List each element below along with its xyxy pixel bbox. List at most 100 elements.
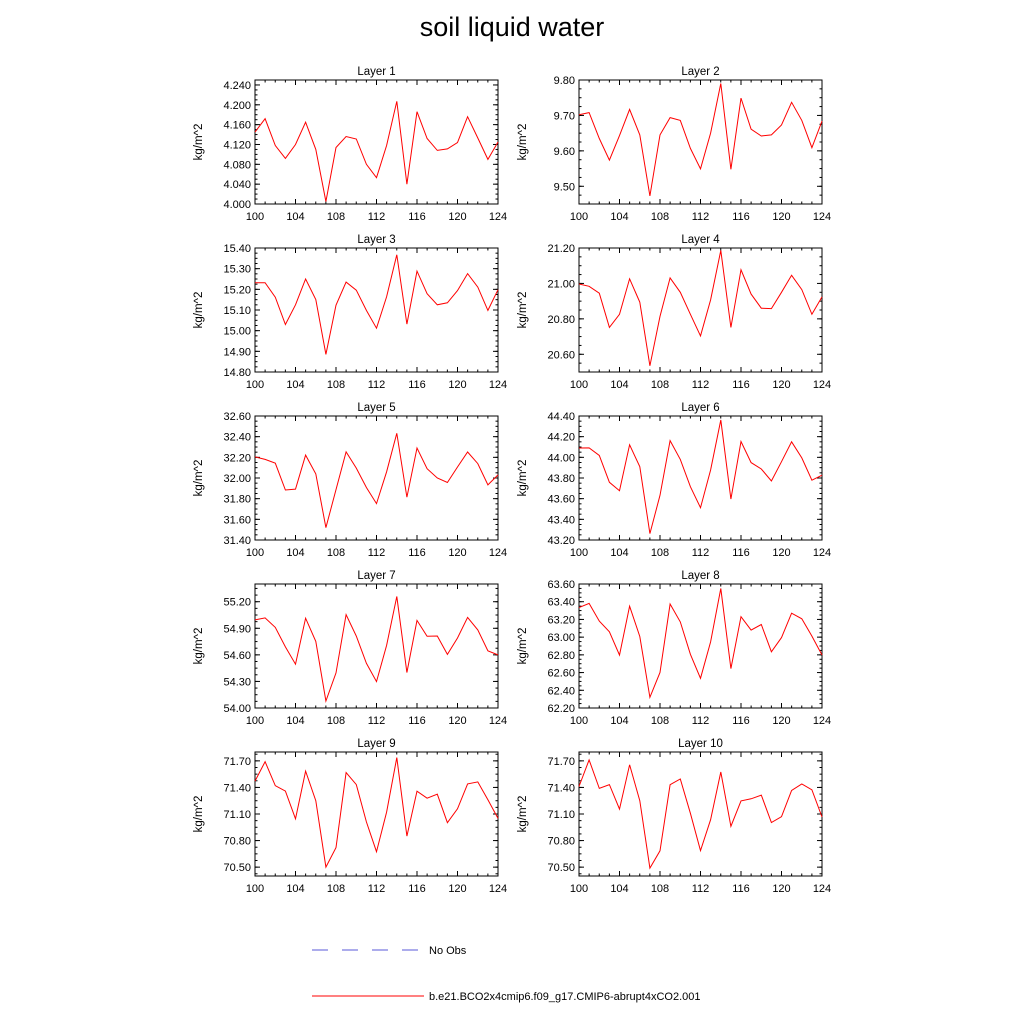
plot-frame (578, 79, 823, 205)
y-tick-label: 54.00 (223, 703, 251, 715)
x-tick-label: 104 (286, 379, 304, 391)
panel-layer-1: 100 104 108 112 116 120 124 4.000 4.040 4.080 4.12… (193, 66, 507, 223)
series-line (254, 596, 499, 703)
y-axis-label: kg/m^2 (193, 292, 205, 329)
y-tick-label: 14.90 (223, 346, 251, 358)
x-tick-label: 104 (610, 547, 628, 559)
x-tick-label: 104 (286, 211, 304, 223)
y-tick-label: 32.00 (223, 473, 251, 485)
y-axis-label: kg/m^2 (193, 460, 205, 497)
x-tick-label: 108 (327, 379, 345, 391)
y-tick-label: 21.20 (547, 243, 575, 255)
y-axis-label: kg/m^2 (193, 628, 205, 665)
x-tick-label: 116 (732, 379, 750, 391)
x-tick-label: 124 (813, 379, 831, 391)
series-line (254, 757, 499, 869)
x-tick-label: 104 (286, 715, 304, 727)
x-tick-label: 100 (570, 883, 588, 895)
y-tick-label: 71.70 (223, 756, 251, 768)
y-tick-label: 9.70 (554, 110, 575, 122)
y-tick-label: 15.10 (223, 305, 251, 317)
y-tick-label: 62.80 (547, 650, 575, 662)
x-tick-label: 124 (489, 547, 507, 559)
x-tick-label: 124 (813, 715, 831, 727)
x-tick-label: 100 (246, 715, 264, 727)
y-tick-label: 55.20 (223, 597, 251, 609)
x-tick-label: 112 (368, 379, 386, 391)
y-tick-label: 70.80 (547, 836, 575, 848)
x-tick-label: 104 (610, 715, 628, 727)
y-tick-label: 31.40 (223, 535, 251, 547)
y-tick-label: 32.40 (223, 432, 251, 444)
panel-title: Layer 4 (681, 234, 720, 246)
y-tick-label: 4.080 (223, 159, 251, 171)
panel-layer-4: 100 104 108 112 116 120 124 20.60 20.80 21.00 21.2… (517, 234, 831, 391)
y-tick-label: 44.00 (547, 452, 575, 464)
y-tick-label: 9.50 (554, 181, 575, 193)
y-tick-label: 4.240 (223, 80, 251, 92)
y-tick-label: 63.60 (547, 579, 575, 591)
y-axis-label: kg/m^2 (517, 292, 529, 329)
x-tick-label: 100 (246, 547, 264, 559)
x-tick-label: 108 (651, 715, 669, 727)
plot-frame (254, 415, 499, 541)
y-tick-label: 43.20 (547, 535, 575, 547)
x-tick-label: 112 (368, 547, 386, 559)
x-tick-label: 100 (570, 379, 588, 391)
plot-frame (254, 247, 499, 373)
chart-title: soil liquid water (419, 12, 605, 42)
series-line (578, 758, 823, 870)
y-axis-label: kg/m^2 (517, 124, 529, 161)
y-tick-label: 54.30 (223, 676, 251, 688)
x-tick-label: 104 (610, 211, 628, 223)
y-tick-label: 20.60 (547, 349, 575, 361)
y-tick-label: 62.40 (547, 685, 575, 697)
x-tick-label: 116 (408, 715, 426, 727)
panel-layer-8: 100 104 108 112 116 120 124 62.20 62.40 62.60 62.8… (517, 570, 831, 727)
x-tick-label: 116 (408, 547, 426, 559)
y-axis-label: kg/m^2 (517, 796, 529, 833)
y-tick-label: 4.120 (223, 139, 251, 151)
legend-label-1: No Obs (429, 945, 467, 957)
panel-title: Layer 3 (357, 234, 395, 246)
panel-title: Layer 2 (681, 66, 719, 78)
x-tick-label: 120 (772, 379, 790, 391)
x-tick-label: 108 (327, 547, 345, 559)
x-tick-label: 124 (813, 211, 831, 223)
series-line (254, 433, 499, 528)
x-tick-label: 112 (692, 547, 710, 559)
panel-title: Layer 9 (357, 738, 395, 750)
series-line (578, 588, 823, 700)
series-line (578, 250, 823, 366)
x-tick-label: 108 (651, 379, 669, 391)
y-tick-label: 71.40 (223, 782, 251, 794)
x-tick-label: 120 (448, 715, 466, 727)
panel-title: Layer 5 (357, 402, 395, 414)
x-tick-label: 120 (448, 211, 466, 223)
x-tick-label: 112 (692, 715, 710, 727)
y-tick-label: 71.70 (547, 756, 575, 768)
x-tick-label: 120 (772, 547, 790, 559)
x-tick-label: 124 (489, 715, 507, 727)
x-tick-label: 124 (489, 211, 507, 223)
x-tick-label: 100 (570, 715, 588, 727)
y-tick-label: 43.80 (547, 473, 575, 485)
y-tick-label: 15.30 (223, 264, 251, 276)
x-tick-label: 116 (732, 547, 750, 559)
x-tick-label: 124 (489, 883, 507, 895)
x-tick-label: 116 (732, 211, 750, 223)
panel-layer-7: 100 104 108 112 116 120 124 54.00 54.30 54.60 54.9… (193, 570, 507, 727)
y-tick-label: 43.40 (547, 514, 575, 526)
x-tick-label: 100 (246, 379, 264, 391)
y-tick-label: 4.000 (223, 199, 251, 211)
panel-layer-5: 100 104 108 112 116 120 124 31.40 31.60 31.80 32.0… (193, 402, 507, 559)
y-tick-label: 21.00 (547, 278, 575, 290)
x-tick-label: 104 (286, 547, 304, 559)
y-tick-label: 32.60 (223, 411, 251, 423)
legend: No Obs b.e21.BCO2x4cmip6.f09_g17.CMIP6-ab… (312, 945, 701, 1003)
panel-layer-9: 100 104 108 112 116 120 124 70.50 70.80 71.10 71.4… (193, 738, 507, 895)
y-tick-label: 43.60 (547, 494, 575, 506)
x-tick-label: 120 (772, 715, 790, 727)
y-axis-label: kg/m^2 (517, 628, 529, 665)
x-tick-label: 100 (570, 211, 588, 223)
